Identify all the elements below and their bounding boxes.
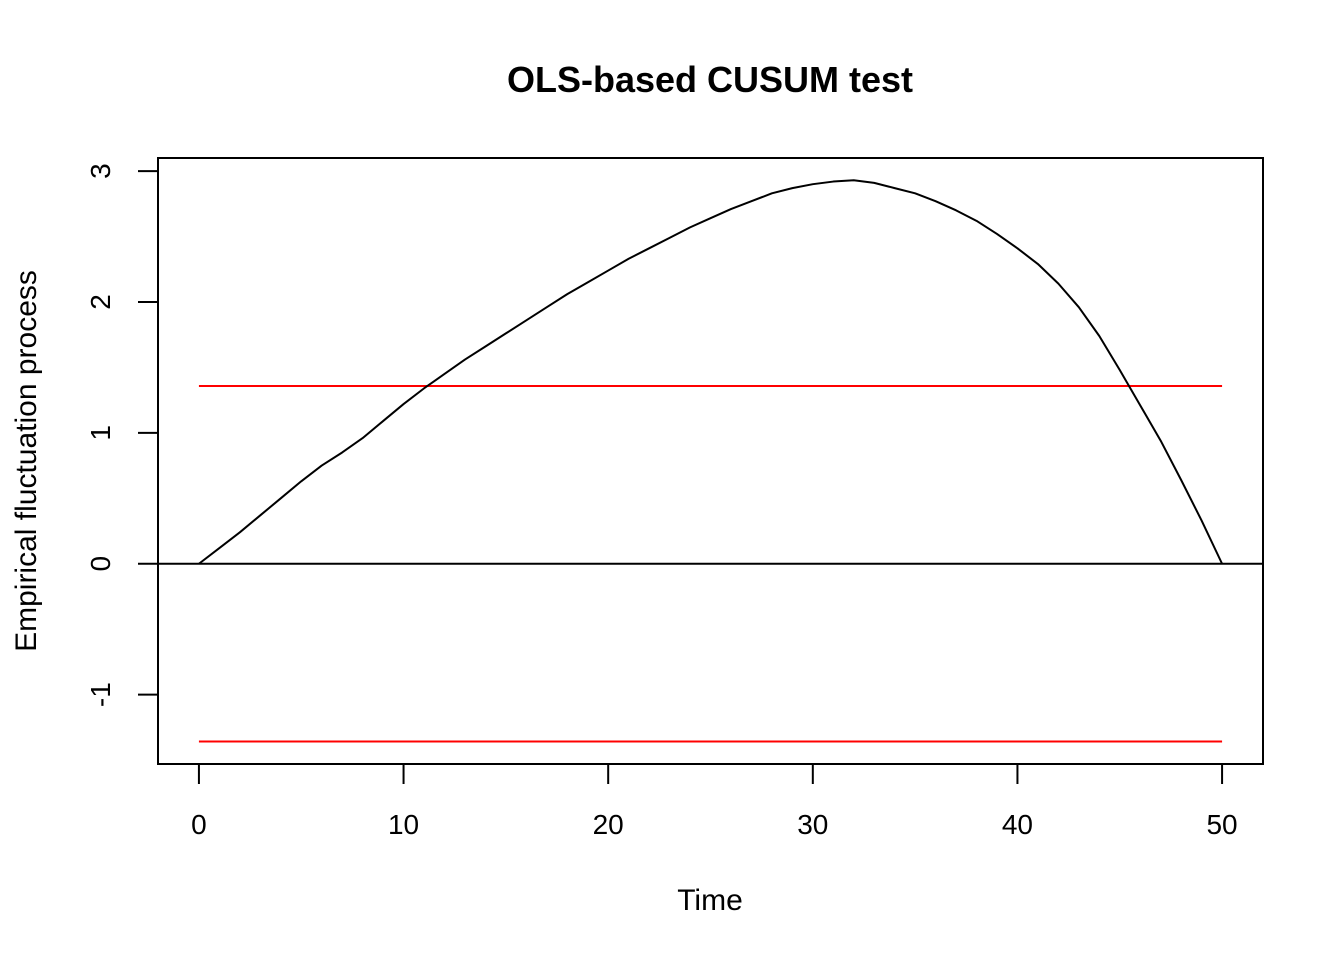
x-tick-label: 0 [191,809,207,840]
plot-frame [157,157,1264,765]
x-axis-label: Time [677,884,743,917]
x-tick-label: 50 [1206,809,1237,840]
y-tick-label: 1 [85,425,116,441]
y-tick-label: -1 [85,682,116,707]
x-tick-label: 30 [797,809,828,840]
y-tick-label: 3 [85,163,116,179]
y-tick-label: 0 [85,556,116,572]
x-tick-label: 20 [593,809,624,840]
chart-title: OLS-based CUSUM test [507,59,913,100]
x-axis: 0 10 20 30 40 50 [191,763,1238,840]
x-tick-label: 10 [388,809,419,840]
y-axis-label: Empirical fluctuation process [10,270,43,652]
x-tick-label: 40 [1002,809,1033,840]
plot-area [157,157,1264,765]
y-tick-label: 2 [85,294,116,310]
cusum-process-line [198,179,1223,565]
y-axis: -1 0 1 2 3 [85,163,159,707]
